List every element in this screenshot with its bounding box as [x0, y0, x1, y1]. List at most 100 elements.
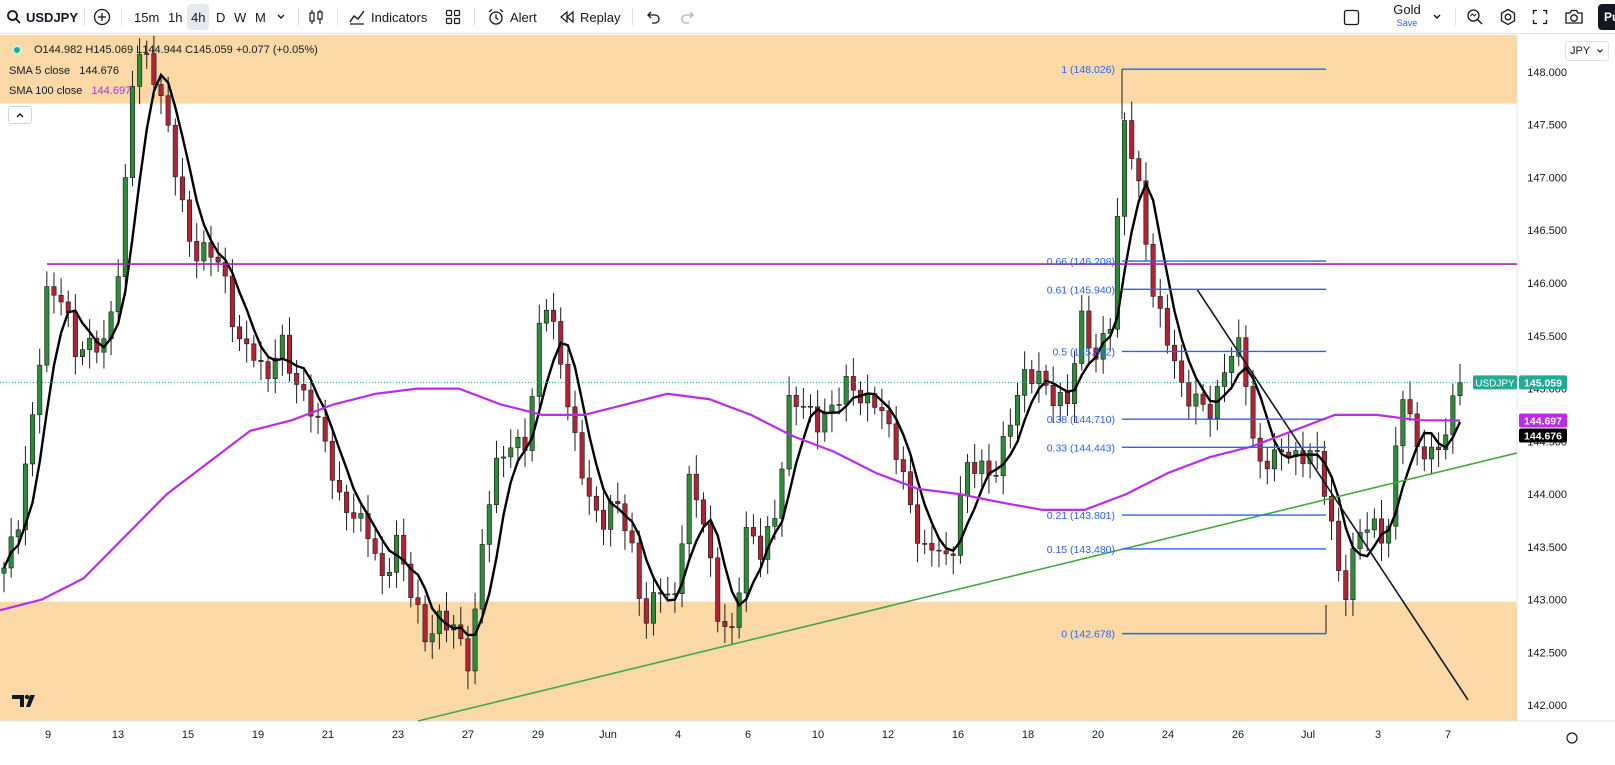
- quick-search-button[interactable]: [1466, 0, 1484, 34]
- currency-selector[interactable]: JPY: [1565, 41, 1609, 61]
- layout-dropdown[interactable]: [1432, 0, 1442, 34]
- candle-body: [444, 610, 450, 631]
- interval-label: W: [234, 9, 247, 25]
- candle-body: [601, 509, 607, 530]
- sma5-value: 144.676: [79, 65, 119, 77]
- candle-body: [1350, 548, 1356, 600]
- fib-level-label: 0.61 (145.940): [1047, 284, 1115, 296]
- candle-body: [58, 294, 64, 303]
- interval-m[interactable]: M: [255, 0, 266, 34]
- candle-body: [201, 242, 207, 262]
- candle-body: [1264, 460, 1270, 470]
- top-toolbar: USDJPY 15m 1h 4h D W M Indicators Alert …: [0, 0, 1615, 34]
- support-zone: [0, 601, 1517, 721]
- settings-button[interactable]: [1499, 0, 1517, 34]
- square-icon: [1343, 9, 1360, 25]
- interval-w[interactable]: W: [234, 0, 246, 34]
- templates-button[interactable]: [445, 0, 461, 34]
- snapshot-button[interactable]: [1564, 0, 1584, 34]
- indicators-button[interactable]: Indicators: [348, 0, 427, 34]
- compare-button[interactable]: [93, 0, 111, 34]
- candle-body: [22, 463, 28, 531]
- candle-body: [1129, 120, 1135, 159]
- candle-body: [593, 495, 599, 511]
- chart-area[interactable]: 148.000 147.500 147.000 146.500 146.000 145.5…: [0, 35, 1615, 765]
- candle-body: [972, 462, 978, 474]
- price-chart[interactable]: 148.000 147.500 147.000 146.500 146.000 145.5…: [0, 35, 1615, 765]
- sma100-line: [0, 387, 1461, 612]
- candle-body: [772, 518, 778, 527]
- candle-body: [1014, 394, 1020, 426]
- interval-d[interactable]: D: [216, 0, 225, 34]
- undo-icon: [647, 11, 660, 24]
- candle-body: [1179, 360, 1185, 383]
- candle-body: [1407, 399, 1413, 415]
- sma100-value: 144.697: [91, 85, 132, 97]
- candle-body: [215, 256, 221, 263]
- interval-dropdown[interactable]: [276, 0, 286, 34]
- fib-level-label: 0 (142.678): [1061, 629, 1115, 641]
- symbol-search[interactable]: USDJPY: [6, 0, 78, 34]
- interval-1h[interactable]: 1h: [168, 0, 182, 34]
- time-tick-label: 19: [252, 729, 264, 741]
- legend-collapse-button[interactable]: [8, 106, 32, 124]
- sma5-badge-label: 144.676: [1524, 431, 1562, 443]
- candle-body: [907, 471, 913, 506]
- candles-icon: [309, 10, 323, 24]
- candle-body: [729, 626, 735, 628]
- interval-4h[interactable]: 4h: [187, 4, 210, 30]
- price-axis-panel: [1517, 35, 1615, 765]
- interval-label: D: [216, 9, 226, 25]
- replay-button[interactable]: Replay: [559, 0, 620, 34]
- candle-body: [194, 241, 200, 262]
- publish-button[interactable]: Pu: [1598, 4, 1615, 30]
- chart-type-button[interactable]: [307, 0, 325, 34]
- candle-body: [301, 384, 307, 391]
- candle-body: [893, 423, 899, 460]
- candle-body: [629, 530, 635, 544]
- layout-save[interactable]: Gold Save: [1382, 3, 1432, 31]
- interval-15m[interactable]: 15m: [134, 0, 159, 34]
- fullscreen-button[interactable]: [1532, 0, 1548, 34]
- candle-body: [979, 460, 985, 474]
- candle-body: [1450, 395, 1456, 436]
- candle-body: [1329, 496, 1335, 522]
- time-tick-label: 15: [182, 729, 194, 741]
- time-tick-label: 3: [1375, 729, 1381, 741]
- candle-body: [1114, 216, 1120, 330]
- indicators-icon: [349, 10, 365, 25]
- search-icon: [7, 10, 21, 24]
- candle-body: [179, 176, 185, 201]
- redo-button[interactable]: [680, 0, 696, 34]
- candle-body: [1057, 392, 1063, 407]
- fib-level-label: 0.66 (146.208): [1047, 256, 1115, 268]
- candle-body: [379, 553, 385, 576]
- fullscreen-toggle[interactable]: [1343, 0, 1360, 34]
- undo-button[interactable]: [645, 0, 661, 34]
- time-tick-label: 4: [675, 729, 681, 741]
- candle-body: [372, 538, 378, 554]
- price-tick-label: 147.500: [1527, 120, 1567, 132]
- fib-level-label: 0.21 (143.801): [1047, 510, 1115, 522]
- chevron-up-icon: [16, 113, 24, 118]
- chevron-down-icon: [1433, 14, 1441, 19]
- candle-body: [515, 436, 521, 449]
- candle-body: [1043, 370, 1049, 386]
- price-tick-label: 146.500: [1527, 225, 1567, 237]
- symbol-label: USDJPY: [26, 9, 79, 25]
- alert-button[interactable]: Alert: [487, 0, 537, 34]
- candle-body: [929, 543, 935, 551]
- price-badge-label: 145.059: [1524, 377, 1562, 389]
- candle-body: [915, 504, 921, 544]
- candle-body: [351, 512, 357, 519]
- candle-body: [643, 598, 649, 624]
- candle-body: [950, 553, 956, 556]
- price-tick-label: 147.000: [1527, 172, 1567, 184]
- divider: [84, 8, 85, 26]
- candle-body: [1164, 308, 1170, 346]
- candle-body: [836, 404, 842, 406]
- time-tick-label: 21: [322, 729, 334, 741]
- candle-body: [229, 275, 235, 328]
- time-tick-label: 26: [1232, 729, 1244, 741]
- save-label: Save: [1396, 18, 1418, 28]
